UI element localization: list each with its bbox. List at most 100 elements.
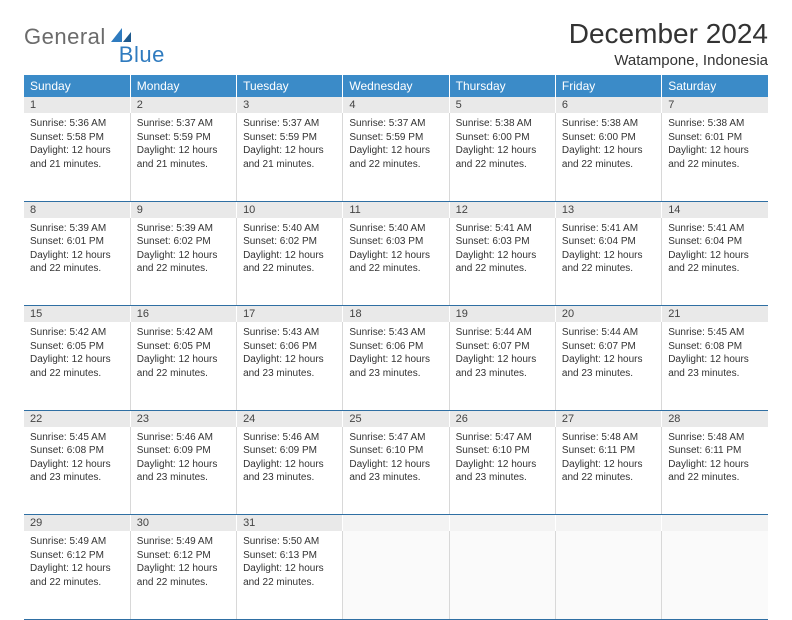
day-number-cell: 21 — [662, 306, 768, 323]
sunset-text: Sunset: 6:09 PM — [137, 444, 230, 458]
daynum-row: 15161718192021 — [24, 306, 768, 323]
daylight-text: Daylight: 12 hours — [137, 562, 230, 576]
day-number-cell: 19 — [449, 306, 555, 323]
day-cell: Sunrise: 5:45 AMSunset: 6:08 PMDaylight:… — [24, 427, 130, 515]
week-row: Sunrise: 5:42 AMSunset: 6:05 PMDaylight:… — [24, 322, 768, 410]
day-number-cell: 15 — [24, 306, 130, 323]
daylight-text: Daylight: 12 hours — [137, 353, 230, 367]
day-content: Sunrise: 5:47 AMSunset: 6:10 PMDaylight:… — [343, 427, 448, 491]
day-number-cell: 5 — [449, 97, 555, 113]
day-number-cell: 23 — [130, 410, 236, 427]
sunset-text: Sunset: 6:12 PM — [137, 549, 230, 563]
sunrise-text: Sunrise: 5:45 AM — [30, 431, 124, 445]
col-wednesday: Wednesday — [343, 75, 449, 97]
day-cell: Sunrise: 5:47 AMSunset: 6:10 PMDaylight:… — [343, 427, 449, 515]
day-content: Sunrise: 5:50 AMSunset: 6:13 PMDaylight:… — [237, 531, 342, 595]
sunrise-text: Sunrise: 5:38 AM — [668, 117, 762, 131]
sunset-text: Sunset: 6:12 PM — [30, 549, 124, 563]
day-content: Sunrise: 5:42 AMSunset: 6:05 PMDaylight:… — [131, 322, 236, 386]
daylight-text: and 22 minutes. — [137, 576, 230, 590]
day-content: Sunrise: 5:49 AMSunset: 6:12 PMDaylight:… — [24, 531, 130, 595]
sunset-text: Sunset: 6:04 PM — [668, 235, 762, 249]
daylight-text: Daylight: 12 hours — [456, 353, 549, 367]
sunset-text: Sunset: 6:05 PM — [137, 340, 230, 354]
day-content: Sunrise: 5:44 AMSunset: 6:07 PMDaylight:… — [556, 322, 661, 386]
sunrise-text: Sunrise: 5:48 AM — [562, 431, 655, 445]
daylight-text: and 22 minutes. — [137, 262, 230, 276]
daylight-text: and 22 minutes. — [562, 158, 655, 172]
day-cell — [662, 531, 768, 619]
daylight-text: Daylight: 12 hours — [243, 144, 336, 158]
day-cell: Sunrise: 5:46 AMSunset: 6:09 PMDaylight:… — [237, 427, 343, 515]
day-content: Sunrise: 5:48 AMSunset: 6:11 PMDaylight:… — [556, 427, 661, 491]
daylight-text: and 23 minutes. — [243, 367, 336, 381]
daylight-text: Daylight: 12 hours — [30, 353, 124, 367]
day-cell: Sunrise: 5:38 AMSunset: 6:00 PMDaylight:… — [555, 113, 661, 201]
day-number-cell — [555, 515, 661, 532]
day-number-cell: 28 — [662, 410, 768, 427]
sunrise-text: Sunrise: 5:47 AM — [456, 431, 549, 445]
title-block: December 2024 Watampone, Indonesia — [569, 18, 768, 69]
day-cell: Sunrise: 5:44 AMSunset: 6:07 PMDaylight:… — [449, 322, 555, 410]
daylight-text: Daylight: 12 hours — [349, 144, 442, 158]
sunrise-text: Sunrise: 5:42 AM — [30, 326, 124, 340]
day-cell: Sunrise: 5:42 AMSunset: 6:05 PMDaylight:… — [24, 322, 130, 410]
day-cell: Sunrise: 5:41 AMSunset: 6:04 PMDaylight:… — [555, 218, 661, 306]
day-content: Sunrise: 5:43 AMSunset: 6:06 PMDaylight:… — [237, 322, 342, 386]
day-number-cell: 31 — [237, 515, 343, 532]
daylight-text: and 22 minutes. — [668, 471, 762, 485]
daylight-text: and 22 minutes. — [30, 367, 124, 381]
sunrise-text: Sunrise: 5:40 AM — [349, 222, 442, 236]
sunset-text: Sunset: 6:01 PM — [30, 235, 124, 249]
col-sunday: Sunday — [24, 75, 130, 97]
daylight-text: Daylight: 12 hours — [668, 249, 762, 263]
sunset-text: Sunset: 6:06 PM — [349, 340, 442, 354]
sunset-text: Sunset: 6:00 PM — [562, 131, 655, 145]
week-row: Sunrise: 5:49 AMSunset: 6:12 PMDaylight:… — [24, 531, 768, 619]
day-number-cell: 14 — [662, 201, 768, 218]
daylight-text: Daylight: 12 hours — [562, 144, 655, 158]
day-cell — [343, 531, 449, 619]
sunset-text: Sunset: 6:08 PM — [30, 444, 124, 458]
day-content: Sunrise: 5:41 AMSunset: 6:04 PMDaylight:… — [662, 218, 768, 282]
sunset-text: Sunset: 6:11 PM — [668, 444, 762, 458]
col-friday: Friday — [555, 75, 661, 97]
sunset-text: Sunset: 6:07 PM — [562, 340, 655, 354]
day-cell: Sunrise: 5:44 AMSunset: 6:07 PMDaylight:… — [555, 322, 661, 410]
logo-text-general: General — [24, 24, 106, 50]
daylight-text: Daylight: 12 hours — [668, 144, 762, 158]
sunrise-text: Sunrise: 5:44 AM — [562, 326, 655, 340]
day-cell — [555, 531, 661, 619]
day-content: Sunrise: 5:38 AMSunset: 6:00 PMDaylight:… — [556, 113, 661, 177]
daylight-text: and 21 minutes. — [30, 158, 124, 172]
day-cell: Sunrise: 5:48 AMSunset: 6:11 PMDaylight:… — [662, 427, 768, 515]
day-content: Sunrise: 5:42 AMSunset: 6:05 PMDaylight:… — [24, 322, 130, 386]
day-content: Sunrise: 5:37 AMSunset: 5:59 PMDaylight:… — [131, 113, 236, 177]
sunrise-text: Sunrise: 5:50 AM — [243, 535, 336, 549]
day-cell: Sunrise: 5:45 AMSunset: 6:08 PMDaylight:… — [662, 322, 768, 410]
sunset-text: Sunset: 5:59 PM — [349, 131, 442, 145]
day-cell: Sunrise: 5:39 AMSunset: 6:02 PMDaylight:… — [130, 218, 236, 306]
daylight-text: and 22 minutes. — [30, 576, 124, 590]
daylight-text: Daylight: 12 hours — [562, 353, 655, 367]
sunset-text: Sunset: 6:07 PM — [456, 340, 549, 354]
day-content: Sunrise: 5:45 AMSunset: 6:08 PMDaylight:… — [24, 427, 130, 491]
daylight-text: and 23 minutes. — [349, 367, 442, 381]
sunset-text: Sunset: 6:11 PM — [562, 444, 655, 458]
sunrise-text: Sunrise: 5:41 AM — [562, 222, 655, 236]
daylight-text: Daylight: 12 hours — [243, 353, 336, 367]
col-monday: Monday — [130, 75, 236, 97]
daynum-row: 1234567 — [24, 97, 768, 113]
daylight-text: Daylight: 12 hours — [137, 458, 230, 472]
sunrise-text: Sunrise: 5:43 AM — [349, 326, 442, 340]
day-content: Sunrise: 5:49 AMSunset: 6:12 PMDaylight:… — [131, 531, 236, 595]
day-number-cell: 25 — [343, 410, 449, 427]
week-row: Sunrise: 5:39 AMSunset: 6:01 PMDaylight:… — [24, 218, 768, 306]
daylight-text: and 23 minutes. — [562, 367, 655, 381]
day-cell: Sunrise: 5:37 AMSunset: 5:59 PMDaylight:… — [343, 113, 449, 201]
daylight-text: Daylight: 12 hours — [243, 249, 336, 263]
day-content: Sunrise: 5:48 AMSunset: 6:11 PMDaylight:… — [662, 427, 768, 491]
calendar-grid: Sunday Monday Tuesday Wednesday Thursday… — [24, 75, 768, 620]
daylight-text: Daylight: 12 hours — [349, 249, 442, 263]
day-content: Sunrise: 5:39 AMSunset: 6:02 PMDaylight:… — [131, 218, 236, 282]
